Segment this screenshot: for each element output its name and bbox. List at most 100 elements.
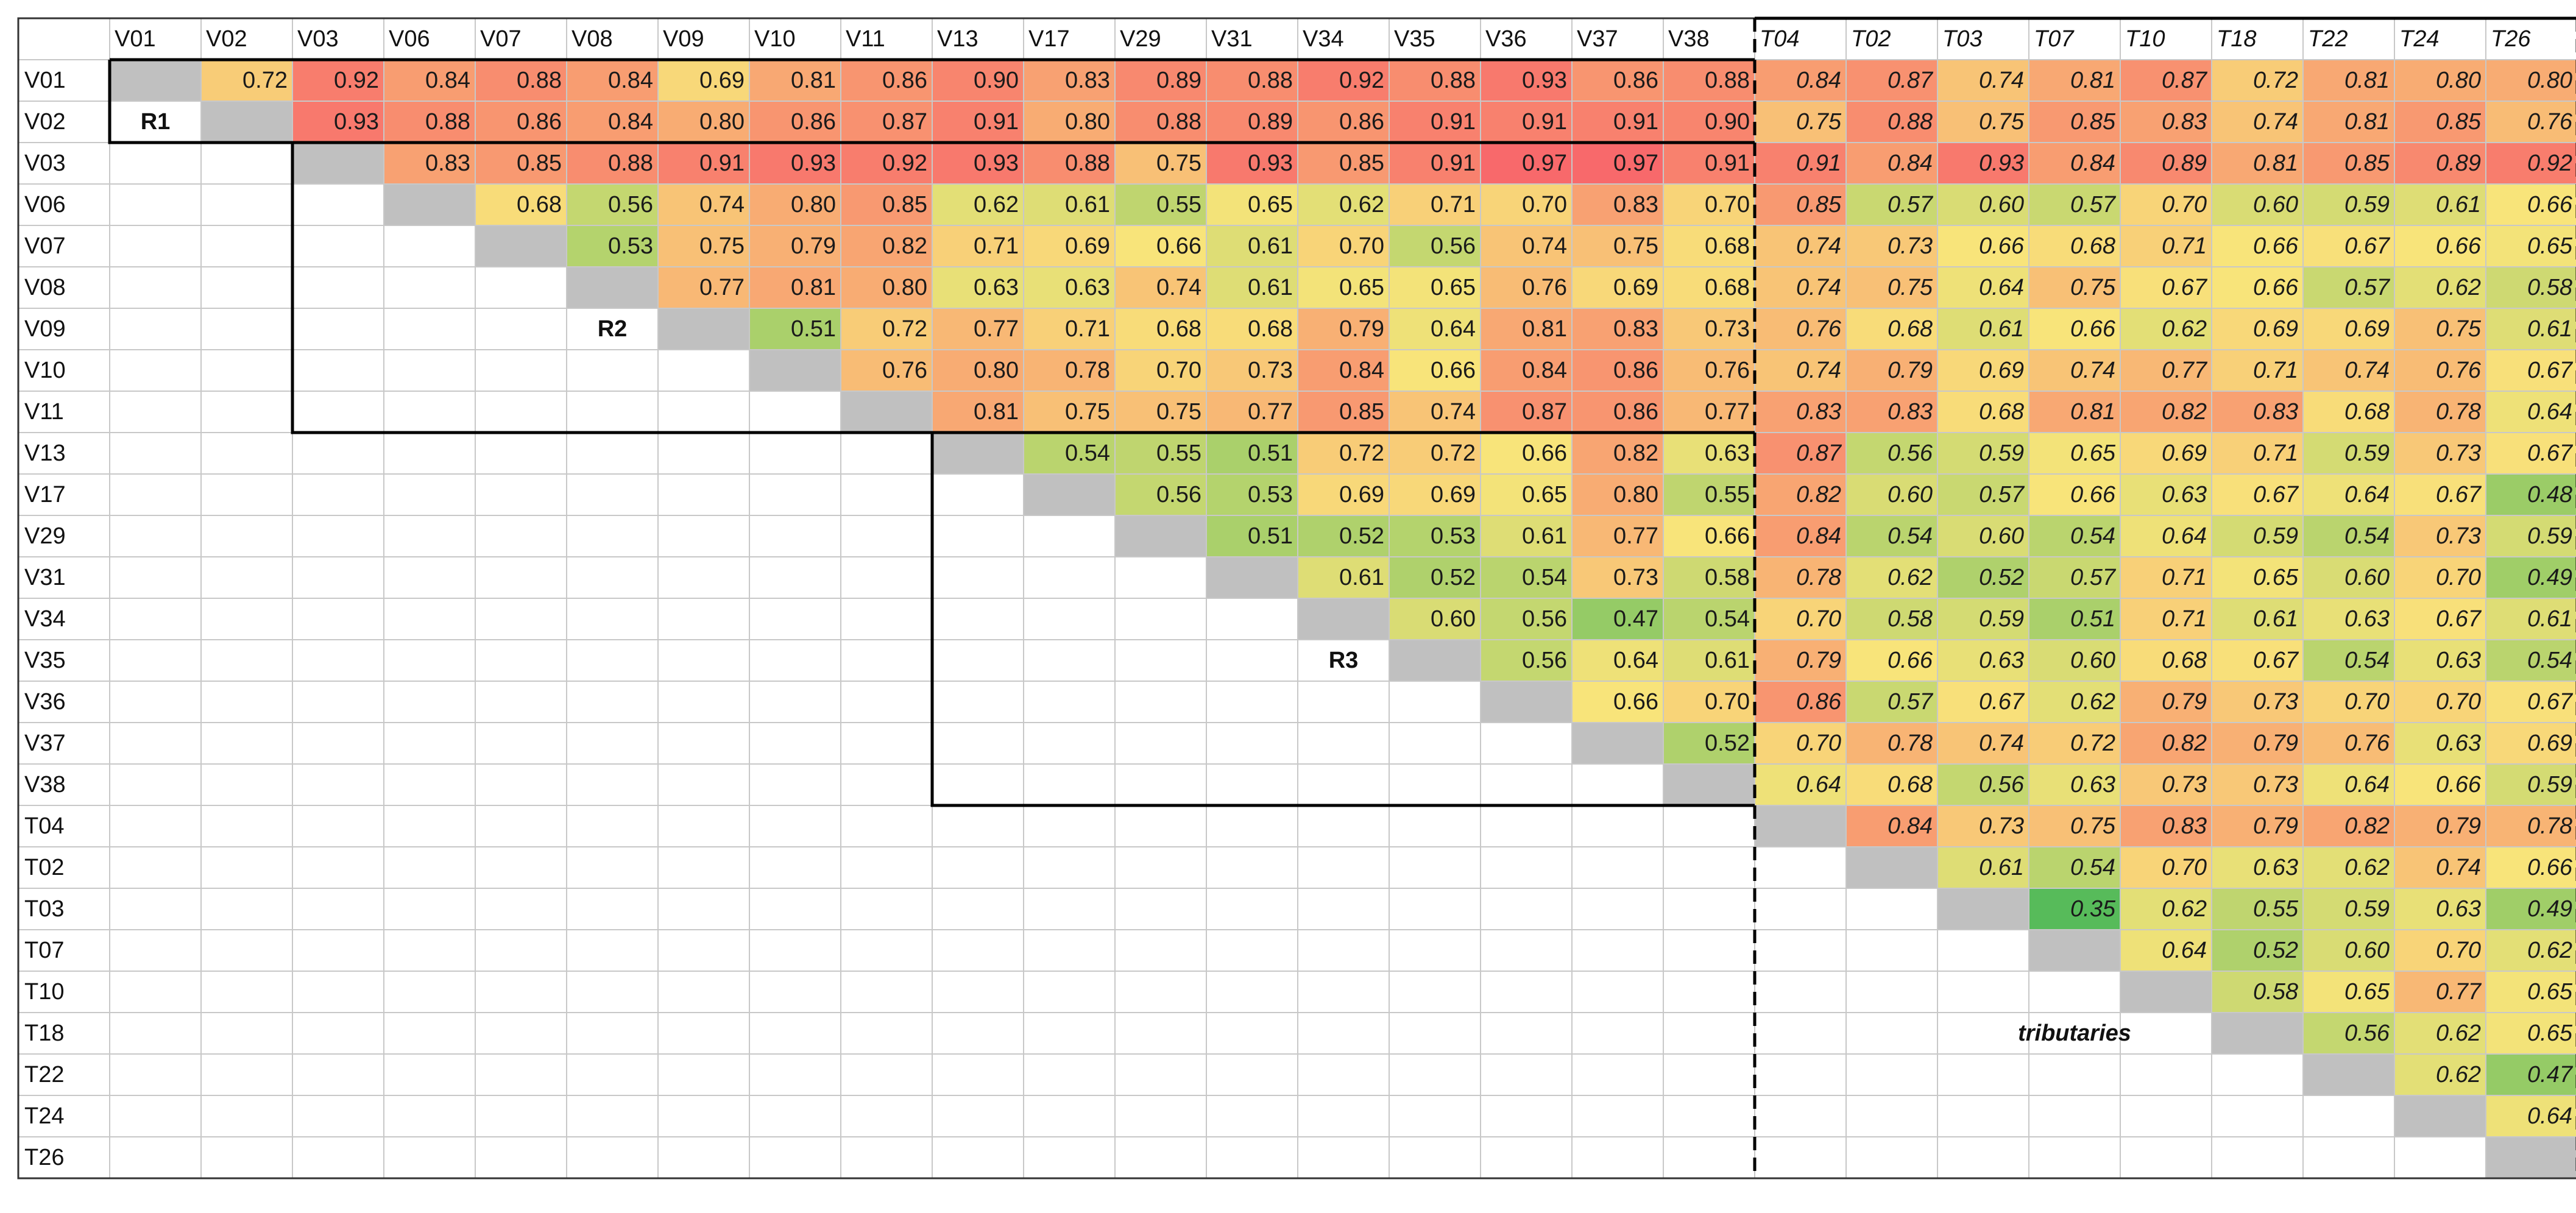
cell-value: 0.83 [1888, 399, 1933, 425]
heatmap-cell [841, 101, 932, 143]
heatmap-cell [1846, 847, 1937, 888]
cell-value: 0.63 [1065, 275, 1110, 300]
heatmap-cell [2394, 515, 2486, 557]
heatmap-cell [2394, 101, 2486, 143]
heatmap-cell [567, 60, 658, 101]
heatmap-cell [1663, 474, 1755, 515]
heatmap-cell [1481, 267, 1572, 308]
cell-value: 0.76 [2344, 730, 2390, 756]
heatmap-cell [2120, 60, 2212, 101]
row-header: V02 [24, 109, 66, 135]
heatmap-cell [2120, 971, 2212, 1013]
cell-value: 0.48 [2527, 482, 2572, 507]
cell-value: 0.83 [1613, 316, 1658, 342]
heatmap-cell [1846, 225, 1937, 267]
heatmap-cell [1206, 225, 1298, 267]
cell-value: 0.61 [1705, 648, 1750, 673]
cell-value: 0.61 [1248, 233, 1293, 259]
heatmap-cell [201, 60, 292, 101]
cell-value: 0.58 [2253, 979, 2298, 1005]
heatmap-cell [2120, 930, 2212, 971]
heatmap-cell [2303, 60, 2394, 101]
heatmap-cell [2394, 60, 2486, 101]
heatmap-cell [2303, 474, 2394, 515]
column-header: T22 [2308, 26, 2348, 52]
cell-value: 0.75 [2070, 813, 2116, 839]
cell-value: 0.69 [1065, 233, 1110, 259]
cell-value: 0.77 [699, 275, 745, 300]
heatmap-cell [475, 184, 567, 225]
cell-value: 0.82 [2162, 399, 2207, 425]
cell-value: 0.89 [1248, 109, 1293, 135]
heatmap-cell [1298, 60, 1389, 101]
cell-value: 0.60 [1431, 606, 1476, 632]
cell-value: 0.67 [2436, 606, 2482, 632]
cell-value: 0.70 [1339, 233, 1384, 259]
heatmap-cell [1024, 184, 1115, 225]
cell-value: 0.62 [2436, 1020, 2481, 1046]
cell-value: 0.71 [1431, 192, 1476, 217]
heatmap-cell [2212, 515, 2303, 557]
heatmap-cell [749, 101, 841, 143]
heatmap-cell [475, 143, 567, 184]
cell-value: 0.63 [1979, 648, 2024, 673]
cell-value: 0.91 [1796, 150, 1841, 176]
heatmap-cell [1663, 515, 1755, 557]
heatmap-cell [201, 101, 292, 143]
cell-value: 0.76 [2527, 109, 2573, 135]
heatmap-cell [1663, 143, 1755, 184]
row-header: V31 [24, 565, 66, 590]
heatmap-cell [1024, 350, 1115, 391]
heatmap-cell [1755, 681, 1846, 723]
heatmap-cell [1389, 308, 1481, 350]
cell-value: 0.56 [1522, 606, 1567, 632]
heatmap-cell [1481, 515, 1572, 557]
heatmap-cell [658, 143, 749, 184]
cell-value: 0.75 [2436, 316, 2482, 342]
heatmap-cell [932, 143, 1024, 184]
cell-value: 0.88 [517, 68, 562, 93]
cell-value: 0.63 [974, 275, 1019, 300]
heatmap-cell [2486, 433, 2576, 474]
cell-value: 0.86 [1613, 399, 1658, 425]
heatmap-cell [2212, 433, 2303, 474]
heatmap-cell [1937, 60, 2029, 101]
row-header: V09 [24, 316, 66, 342]
cell-value: 0.68 [1156, 316, 1201, 342]
cell-value: 0.57 [2070, 565, 2117, 590]
heatmap-cell [1298, 350, 1389, 391]
cell-value: 0.84 [1796, 68, 1841, 93]
heatmap-cell [2486, 805, 2576, 847]
heatmap-cell [1024, 267, 1115, 308]
cell-value: 0.62 [1339, 192, 1384, 217]
heatmap-cell [1572, 598, 1663, 640]
cell-value: 0.62 [2527, 938, 2572, 963]
heatmap-cell [2303, 1054, 2394, 1095]
cell-value: 0.52 [1339, 523, 1384, 549]
cell-value: 0.93 [791, 150, 836, 176]
column-header: V35 [1394, 26, 1435, 52]
cell-value: 0.72 [242, 68, 288, 93]
heatmap-cell [2303, 391, 2394, 433]
cell-value: 0.81 [2253, 150, 2298, 176]
cell-value: 0.84 [1888, 813, 1933, 839]
heatmap-cell [1115, 308, 1206, 350]
cell-value: 0.61 [1979, 855, 2024, 880]
heatmap-cell [658, 60, 749, 101]
heatmap-cell [2120, 225, 2212, 267]
cell-value: 0.68 [2344, 399, 2390, 425]
heatmap-cell [2394, 888, 2486, 930]
heatmap-cell [658, 184, 749, 225]
cell-value: 0.69 [2162, 440, 2207, 466]
heatmap-cell [1755, 764, 1846, 805]
cell-value: 0.52 [1979, 565, 2024, 590]
heatmap-cell [1024, 391, 1115, 433]
cell-value: 0.74 [1522, 233, 1567, 259]
heatmap-cell [1389, 60, 1481, 101]
heatmap-cell [1115, 101, 1206, 143]
heatmap-cell [1937, 101, 2029, 143]
heatmap-cell [1937, 764, 2029, 805]
cell-value: 0.84 [608, 68, 653, 93]
cell-value: 0.92 [1339, 68, 1384, 93]
cell-value: 0.55 [1156, 440, 1201, 466]
